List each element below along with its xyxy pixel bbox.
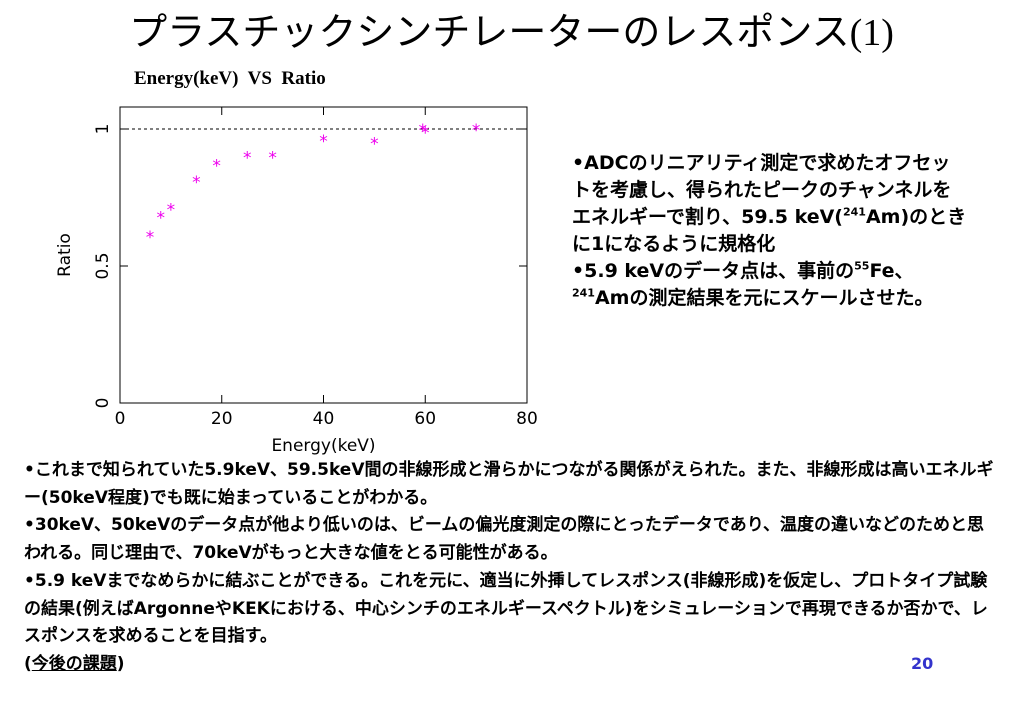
title-text: プラスチックシンチレーターのレスポンス [129, 10, 850, 54]
discussion-bullet-1: •これまで知られていた5.9keV、59.5keV間の非線形成と滑らかにつながる… [24, 460, 994, 508]
data-point: * [192, 173, 201, 193]
data-point: * [472, 121, 481, 141]
normalization-note: •ADCのリニアリティ測定で求めたオフセットを考慮し、得られたピークのチャンネル… [572, 150, 967, 312]
x-tick-label: 20 [211, 409, 233, 429]
chart-title: Energy(keV) VS Ratio [134, 68, 326, 89]
y-tick-label: 0.5 [93, 252, 113, 279]
note-bullet-scaling: •5.9 keVのデータ点は、事前の55Fe、241Amの測定結果を元にスケール… [572, 259, 934, 309]
title-suffix: (1) [849, 12, 894, 54]
note-bullet-normalization: •ADCのリニアリティ測定で求めたオフセットを考慮し、得られたピークのチャンネル… [572, 152, 967, 255]
page-number: 20 [911, 654, 934, 673]
data-point: * [146, 228, 155, 248]
x-tick-label: 40 [313, 409, 335, 429]
discussion-notes: •これまで知られていた5.9keV、59.5keV間の非線形成と滑らかにつながる… [24, 457, 999, 679]
x-tick-label: 80 [516, 409, 538, 429]
data-point: * [268, 148, 277, 168]
slide-title: プラスチックシンチレーターのレスポンス(1) [0, 8, 1023, 57]
data-point: * [243, 148, 252, 168]
discussion-bullet-3: •5.9 keVまでなめらかに結ぶことができる。これを元に、適当に外挿してレスポ… [24, 570, 988, 647]
data-point: * [212, 157, 221, 177]
data-point: * [421, 124, 430, 144]
x-tick-label: 60 [414, 409, 436, 429]
data-point: * [319, 132, 328, 152]
y-axis-label: Ratio [55, 233, 75, 277]
data-point: * [418, 121, 427, 141]
data-point: * [156, 209, 165, 229]
data-point: * [370, 135, 379, 155]
discussion-bullet-2: •30keV、50keVのデータ点が他より低いのは、ビームの偏光度測定の際にとっ… [24, 515, 985, 564]
x-axis-label: Energy(keV) [271, 436, 375, 456]
data-point: * [167, 200, 176, 220]
x-tick-label: 0 [115, 409, 126, 429]
y-tick-label: 0 [93, 398, 113, 409]
future-work-label: (今後の課題) [24, 653, 125, 674]
y-tick-label: 1 [93, 124, 113, 135]
